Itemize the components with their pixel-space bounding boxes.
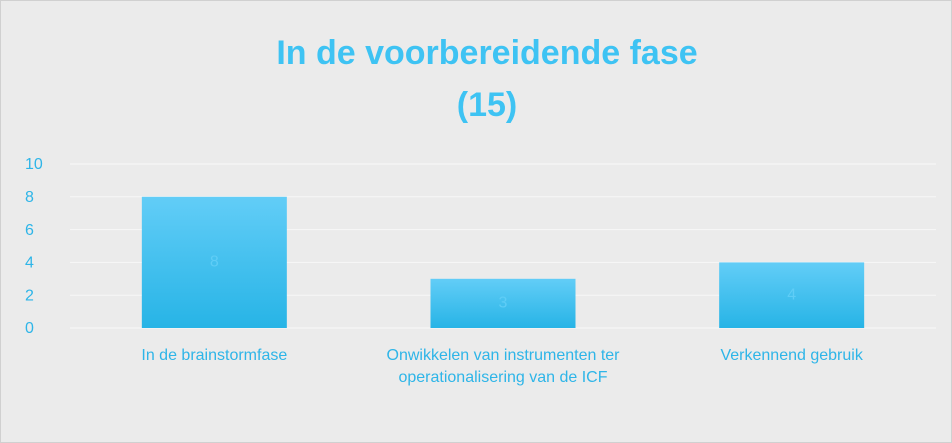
y-tick-label: 6 [25, 222, 34, 239]
data-label: 4 [787, 286, 796, 303]
y-tick-label: 2 [25, 287, 34, 304]
y-tick-label: 10 [25, 156, 43, 173]
chart-title: (15) [457, 86, 517, 124]
data-label: 8 [210, 254, 219, 271]
x-tick-label: In de brainstormfase [141, 347, 288, 364]
bar [430, 278, 576, 328]
x-tick-label: Onwikkelen van instrumenten ter operatio… [386, 347, 620, 386]
bar [141, 196, 287, 328]
chart-title: In de voorbereidende fase [276, 34, 697, 72]
y-tick-label: 8 [25, 189, 34, 206]
x-tick-label: Verkennend gebruik [720, 347, 863, 364]
y-tick-label: 4 [25, 255, 34, 272]
data-label: 3 [499, 295, 508, 312]
bar [719, 262, 865, 328]
y-tick-label: 0 [25, 320, 34, 337]
